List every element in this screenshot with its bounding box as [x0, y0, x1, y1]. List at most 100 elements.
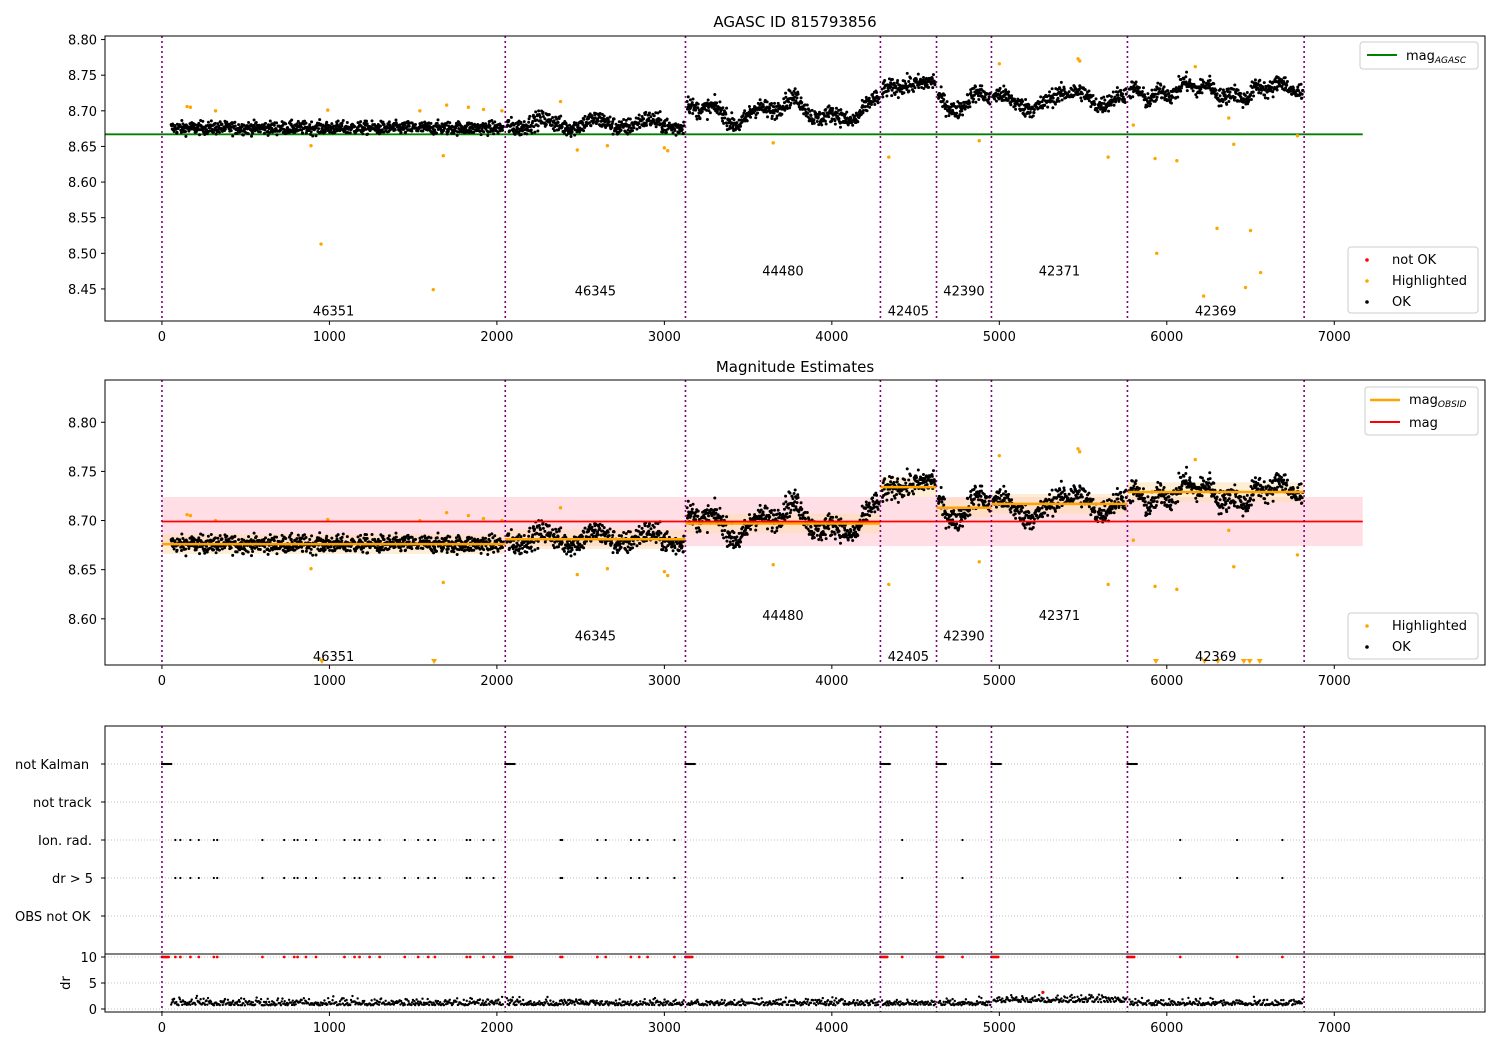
ok-point — [820, 123, 824, 127]
ok-point — [598, 526, 602, 530]
ok-point — [724, 121, 728, 125]
ok-point — [830, 533, 834, 537]
ok-point — [640, 115, 644, 119]
ok-point — [667, 121, 671, 125]
ok-point — [1048, 90, 1052, 94]
obsid-label: 44480 — [762, 264, 803, 279]
x-tick-label: 6000 — [1150, 330, 1183, 345]
ok-point — [741, 525, 745, 529]
ok-point — [1124, 92, 1128, 96]
ok-point — [902, 91, 906, 95]
ok-point — [562, 131, 566, 135]
ok-point — [809, 525, 813, 529]
ok-point — [838, 541, 842, 545]
ok-point — [815, 120, 819, 124]
ok-point — [686, 499, 690, 503]
ok-point — [890, 77, 894, 81]
ok-point — [619, 534, 623, 538]
ok-point — [378, 124, 382, 128]
ok-point — [1028, 110, 1032, 114]
y-tick-label: 8.50 — [68, 247, 97, 262]
ok-point — [493, 120, 497, 124]
ok-point — [246, 132, 250, 136]
ok-point — [725, 106, 729, 110]
ok-point — [598, 115, 602, 119]
ok-point — [280, 120, 284, 124]
ok-point — [782, 507, 786, 511]
ok-point — [1283, 76, 1287, 80]
ok-point — [849, 529, 853, 533]
ok-point — [452, 550, 456, 554]
ok-point — [723, 528, 727, 532]
ok-point — [761, 510, 765, 514]
ok-point — [336, 533, 340, 537]
ok-point — [556, 120, 560, 124]
ok-point — [732, 118, 736, 122]
estimates-panel-title: Magnitude Estimates — [716, 358, 874, 376]
ok-point — [543, 117, 547, 121]
ok-point — [258, 130, 262, 134]
ok-point — [455, 552, 459, 556]
ok-point — [812, 536, 816, 540]
ok-point — [721, 106, 725, 110]
ok-point — [805, 511, 809, 515]
highlighted-point — [1078, 59, 1082, 63]
ok-point — [637, 122, 641, 126]
ok-point — [849, 117, 853, 121]
ok-point — [263, 545, 267, 549]
ok-point — [1191, 89, 1195, 93]
ok-point — [527, 534, 531, 538]
ok-point — [557, 529, 561, 533]
highlighted-point — [1106, 155, 1110, 159]
ok-point — [254, 535, 258, 539]
ok-point — [1130, 80, 1134, 84]
ok-point — [1185, 70, 1189, 74]
ok-point — [959, 102, 963, 106]
ok-point — [722, 536, 726, 540]
ok-point — [931, 73, 935, 77]
ok-point — [977, 98, 981, 102]
ok-point — [301, 549, 305, 553]
ok-point — [896, 79, 900, 83]
ok-point — [972, 97, 976, 101]
ok-point — [533, 130, 537, 134]
ok-point — [491, 128, 495, 132]
ok-point — [264, 121, 268, 125]
ok-point — [1253, 78, 1257, 82]
ok-point — [795, 501, 799, 505]
ok-point — [1094, 97, 1098, 101]
highlighted-point — [188, 105, 193, 109]
ok-point — [1039, 95, 1043, 99]
ok-point — [555, 124, 559, 128]
ok-point — [205, 128, 209, 132]
ok-point — [421, 546, 425, 550]
ok-point — [1184, 75, 1188, 79]
ok-point — [685, 100, 689, 104]
ok-point — [1080, 92, 1084, 96]
ok-point — [688, 98, 692, 102]
ok-point — [731, 539, 735, 543]
ok-point — [1171, 95, 1175, 99]
ok-point — [588, 112, 592, 116]
ok-point — [611, 132, 615, 136]
ok-point — [691, 97, 695, 101]
ok-point — [642, 117, 646, 121]
ok-point — [745, 532, 749, 536]
ok-point — [557, 545, 561, 549]
ok-point — [637, 524, 641, 528]
ok-point — [519, 120, 523, 124]
ok-point — [569, 554, 573, 558]
ok-point — [394, 535, 398, 539]
ok-point — [300, 128, 304, 132]
ok-point — [618, 126, 622, 130]
ok-point — [1080, 99, 1084, 103]
ok-point — [525, 132, 529, 136]
ok-point — [638, 125, 642, 129]
ok-point — [394, 121, 398, 125]
ok-point — [580, 535, 584, 539]
ok-point — [681, 550, 685, 554]
ok-point — [663, 124, 667, 128]
ok-point — [235, 132, 239, 136]
ok-point — [823, 533, 827, 537]
ok-point — [1212, 82, 1216, 86]
